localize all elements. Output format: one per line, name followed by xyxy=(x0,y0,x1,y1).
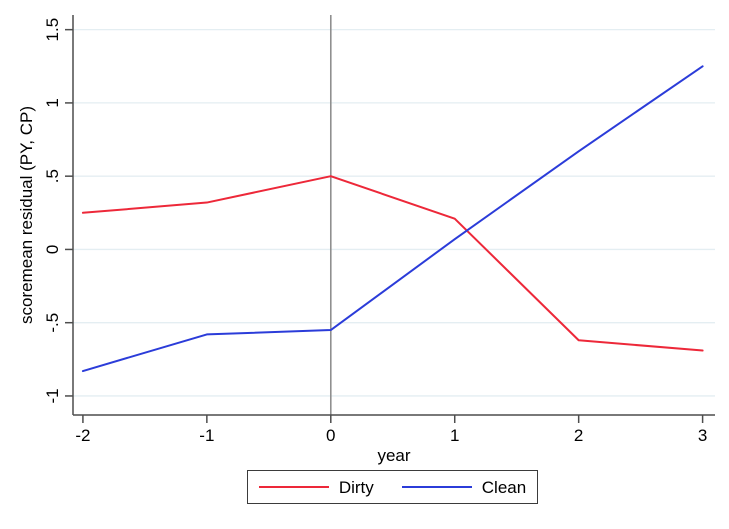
legend-line-dirty xyxy=(258,486,329,488)
legend-label-clean: Clean xyxy=(481,477,527,497)
series-line-clean xyxy=(81,65,704,373)
y-tick-label: -.5 xyxy=(43,313,62,333)
legend-label-dirty: Dirty xyxy=(338,477,374,497)
x-tick-label: 0 xyxy=(326,426,335,445)
x-tick-label: 1 xyxy=(450,426,459,445)
legend-line-clean xyxy=(401,486,472,488)
series-line-dirty xyxy=(81,175,704,352)
legend: Dirty Clean xyxy=(247,470,538,504)
x-tick-label: -1 xyxy=(199,426,214,445)
y-tick-label: 1.5 xyxy=(43,18,62,42)
y-tick-label: .5 xyxy=(43,169,62,183)
y-tick-label: -1 xyxy=(43,388,62,403)
x-tick-label: 2 xyxy=(574,426,583,445)
x-axis-title: year xyxy=(377,446,410,465)
y-tick-label: 0 xyxy=(43,245,62,254)
y-tick-label: 1 xyxy=(43,98,62,107)
x-tick-label: -2 xyxy=(75,426,90,445)
y-axis-title: scoremean residual (PY, CP) xyxy=(17,106,36,324)
x-tick-label: 3 xyxy=(698,426,707,445)
